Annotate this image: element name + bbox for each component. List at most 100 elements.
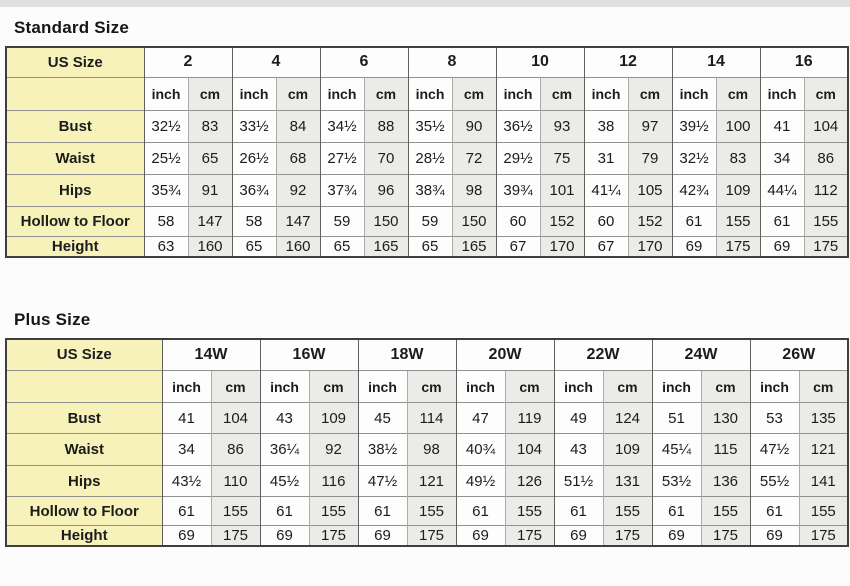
row-label-cell: Hollow to Floor [6, 496, 163, 526]
measurement-cm-cell: 170 [627, 235, 672, 257]
measurement-cm-cell: 96 [363, 173, 408, 206]
measurement-row: Waist 25½ 65 26½ 68 27½ 70 28½ 72 29½ 75 31 79 32½ 83 3… [6, 141, 848, 174]
measurement-inch-cell: 34½ [319, 109, 364, 142]
measurement-cm-cell: 93 [539, 109, 584, 142]
measurement-cm-cell: 130 [700, 402, 750, 434]
measurement-cm-cell: 147 [275, 205, 320, 236]
measurement-cm-cell: 104 [803, 109, 848, 142]
measurement-inch-cell: 34 [161, 433, 211, 466]
measurement-cm-cell: 112 [803, 173, 848, 206]
corner-empty-cell [6, 76, 145, 110]
measurement-cm-cell: 114 [406, 402, 456, 434]
measurement-cm-cell: 100 [715, 109, 760, 142]
measurement-inch-cell: 35½ [407, 109, 452, 142]
size-header-cell: 16W [259, 338, 358, 371]
measurement-inch-cell: 43 [259, 402, 309, 434]
corner-empty-cell [6, 370, 163, 403]
measurement-cm-cell: 155 [210, 496, 260, 526]
unit-header-cm-cell: cm [539, 76, 584, 110]
measurement-cm-cell: 175 [504, 525, 554, 546]
measurement-inch-cell: 41 [161, 402, 211, 434]
size-header-cell: 8 [407, 46, 496, 77]
measurement-row: Hollow to Floor 61 155 61 155 61 155 61 155 61 155… [6, 496, 848, 526]
measurement-inch-cell: 60 [583, 205, 628, 236]
measurement-cm-cell: 83 [715, 141, 760, 174]
measurement-inch-cell: 53 [749, 402, 799, 434]
measurement-cm-cell: 124 [602, 402, 652, 434]
measurement-cm-cell: 175 [700, 525, 750, 546]
measurement-cm-cell: 152 [627, 205, 672, 236]
size-header-cell: 20W [455, 338, 554, 371]
measurement-row: Hollow to Floor 58 147 58 147 59 150 59 150 60 152… [6, 205, 848, 236]
measurement-cm-cell: 98 [451, 173, 496, 206]
measurement-inch-cell: 49½ [455, 465, 505, 497]
measurement-cm-cell: 175 [308, 525, 358, 546]
measurement-inch-cell: 43½ [161, 465, 211, 497]
measurement-cm-cell: 150 [363, 205, 408, 236]
measurement-inch-cell: 39¾ [495, 173, 540, 206]
measurement-cm-cell: 175 [803, 235, 848, 257]
measurement-inch-cell: 32½ [143, 109, 188, 142]
measurement-cm-cell: 83 [187, 109, 232, 142]
measurement-cm-cell: 86 [210, 433, 260, 466]
measurement-cm-cell: 119 [504, 402, 554, 434]
measurement-inch-cell: 59 [319, 205, 364, 236]
corner-us-size-cell: US Size [6, 338, 163, 371]
row-label-cell: Hips [6, 465, 163, 497]
measurement-cm-cell: 175 [798, 525, 848, 546]
measurement-inch-cell: 47½ [749, 433, 799, 466]
measurement-inch-cell: 69 [455, 525, 505, 546]
unit-header-cm-cell: cm [602, 370, 652, 403]
measurement-inch-cell: 67 [495, 235, 540, 257]
measurement-row: Bust 32½ 83 33½ 84 34½ 88 35½ 90 36½ 93 38 97 39½ 100 4… [6, 109, 848, 142]
measurement-cm-cell: 170 [539, 235, 584, 257]
row-label-cell: Waist [6, 433, 163, 466]
measurement-cm-cell: 160 [275, 235, 320, 257]
measurement-cm-cell: 175 [406, 525, 456, 546]
measurement-cm-cell: 155 [700, 496, 750, 526]
size-header-cell: 14 [671, 46, 760, 77]
measurement-inch-cell: 63 [143, 235, 188, 257]
measurement-cm-cell: 165 [451, 235, 496, 257]
unit-header-inch-cell: inch [651, 370, 701, 403]
measurement-cm-cell: 155 [715, 205, 760, 236]
row-label-cell: Height [6, 525, 163, 546]
measurement-row: Height 63 160 65 160 65 165 65 165 67 170 67 170 69 17… [6, 235, 848, 257]
unit-header-inch-cell: inch [143, 76, 188, 110]
measurement-cm-cell: 150 [451, 205, 496, 236]
measurement-cm-cell: 110 [210, 465, 260, 497]
measurement-cm-cell: 91 [187, 173, 232, 206]
measurement-cm-cell: 92 [275, 173, 320, 206]
row-label-cell: Hips [6, 173, 145, 206]
row-label-cell: Bust [6, 402, 163, 434]
unit-header-cm-cell: cm [504, 370, 554, 403]
measurement-cm-cell: 72 [451, 141, 496, 174]
measurement-inch-cell: 43 [553, 433, 603, 466]
measurement-cm-cell: 92 [308, 433, 358, 466]
unit-header-cm-cell: cm [715, 76, 760, 110]
unit-header-inch-cell: inch [759, 76, 804, 110]
measurement-cm-cell: 155 [406, 496, 456, 526]
measurement-row: Hips 43½ 110 45½ 116 47½ 121 49½ 126 51½ 131 53½ 136… [6, 465, 848, 497]
unit-header-cm-cell: cm [627, 76, 672, 110]
size-header-cell: 18W [357, 338, 456, 371]
plus-size-table: US Size 14W 16W 18W 20W 22W 24W 26W inch cm inch cm… [5, 337, 849, 547]
measurement-inch-cell: 37¾ [319, 173, 364, 206]
measurement-cm-cell: 104 [504, 433, 554, 466]
measurement-inch-cell: 61 [759, 205, 804, 236]
measurement-inch-cell: 33½ [231, 109, 276, 142]
measurement-inch-cell: 49 [553, 402, 603, 434]
measurement-inch-cell: 28½ [407, 141, 452, 174]
size-header-cell: 14W [161, 338, 260, 371]
measurement-cm-cell: 121 [406, 465, 456, 497]
unit-header-inch-cell: inch [495, 76, 540, 110]
measurement-cm-cell: 155 [803, 205, 848, 236]
measurement-inch-cell: 69 [161, 525, 211, 546]
measurement-cm-cell: 147 [187, 205, 232, 236]
measurement-inch-cell: 60 [495, 205, 540, 236]
unit-header-cm-cell: cm [803, 76, 848, 110]
measurement-inch-cell: 40¾ [455, 433, 505, 466]
measurement-inch-cell: 38½ [357, 433, 407, 466]
measurement-inch-cell: 31 [583, 141, 628, 174]
measurement-inch-cell: 51 [651, 402, 701, 434]
